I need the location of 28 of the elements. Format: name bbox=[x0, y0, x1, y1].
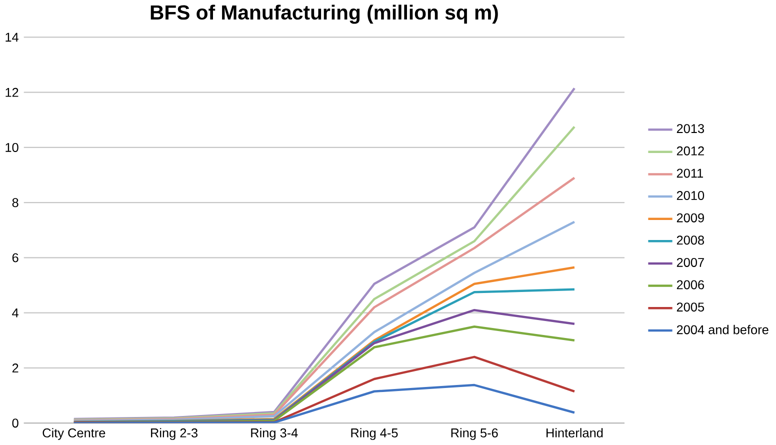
y-tick-label: 4 bbox=[12, 308, 18, 318]
x-tick-label: City Centre bbox=[42, 428, 106, 440]
legend-label: 2009 bbox=[676, 214, 704, 223]
x-tick-label: Ring 2-3 bbox=[151, 428, 198, 440]
legend-label: 2004 and before bbox=[676, 325, 768, 334]
legend-label: 2005 bbox=[676, 302, 704, 312]
chart-title: BFS of Manufacturing (million sq m) bbox=[150, 4, 498, 24]
legend-label: 2006 bbox=[676, 280, 704, 290]
y-tick-label: 10 bbox=[6, 143, 18, 152]
line-series bbox=[72, 176, 576, 422]
x-tick-label: Ring 5-6 bbox=[451, 428, 498, 440]
legend-label: 2013 bbox=[676, 124, 704, 134]
y-tick-label: 12 bbox=[6, 88, 18, 97]
legend-label: 2010 bbox=[676, 191, 704, 200]
line-series bbox=[72, 384, 576, 424]
legend-label: 2012 bbox=[676, 146, 704, 156]
x-tick-label: Hinterland bbox=[546, 428, 603, 438]
x-tick-label: Ring 3-4 bbox=[251, 428, 298, 440]
legend-label: 2007 bbox=[676, 258, 704, 268]
x-tick-label: Ring 4-5 bbox=[351, 428, 398, 440]
y-tick-label: 2 bbox=[12, 364, 18, 373]
y-tick-label: 14 bbox=[6, 33, 18, 42]
line-series bbox=[72, 220, 576, 422]
y-tick-label: 6 bbox=[12, 253, 18, 262]
legend-label: 2011 bbox=[676, 168, 704, 178]
y-tick-label: 8 bbox=[12, 198, 18, 208]
legend-label: 2008 bbox=[676, 236, 704, 245]
y-tick-label: 0 bbox=[12, 418, 18, 428]
